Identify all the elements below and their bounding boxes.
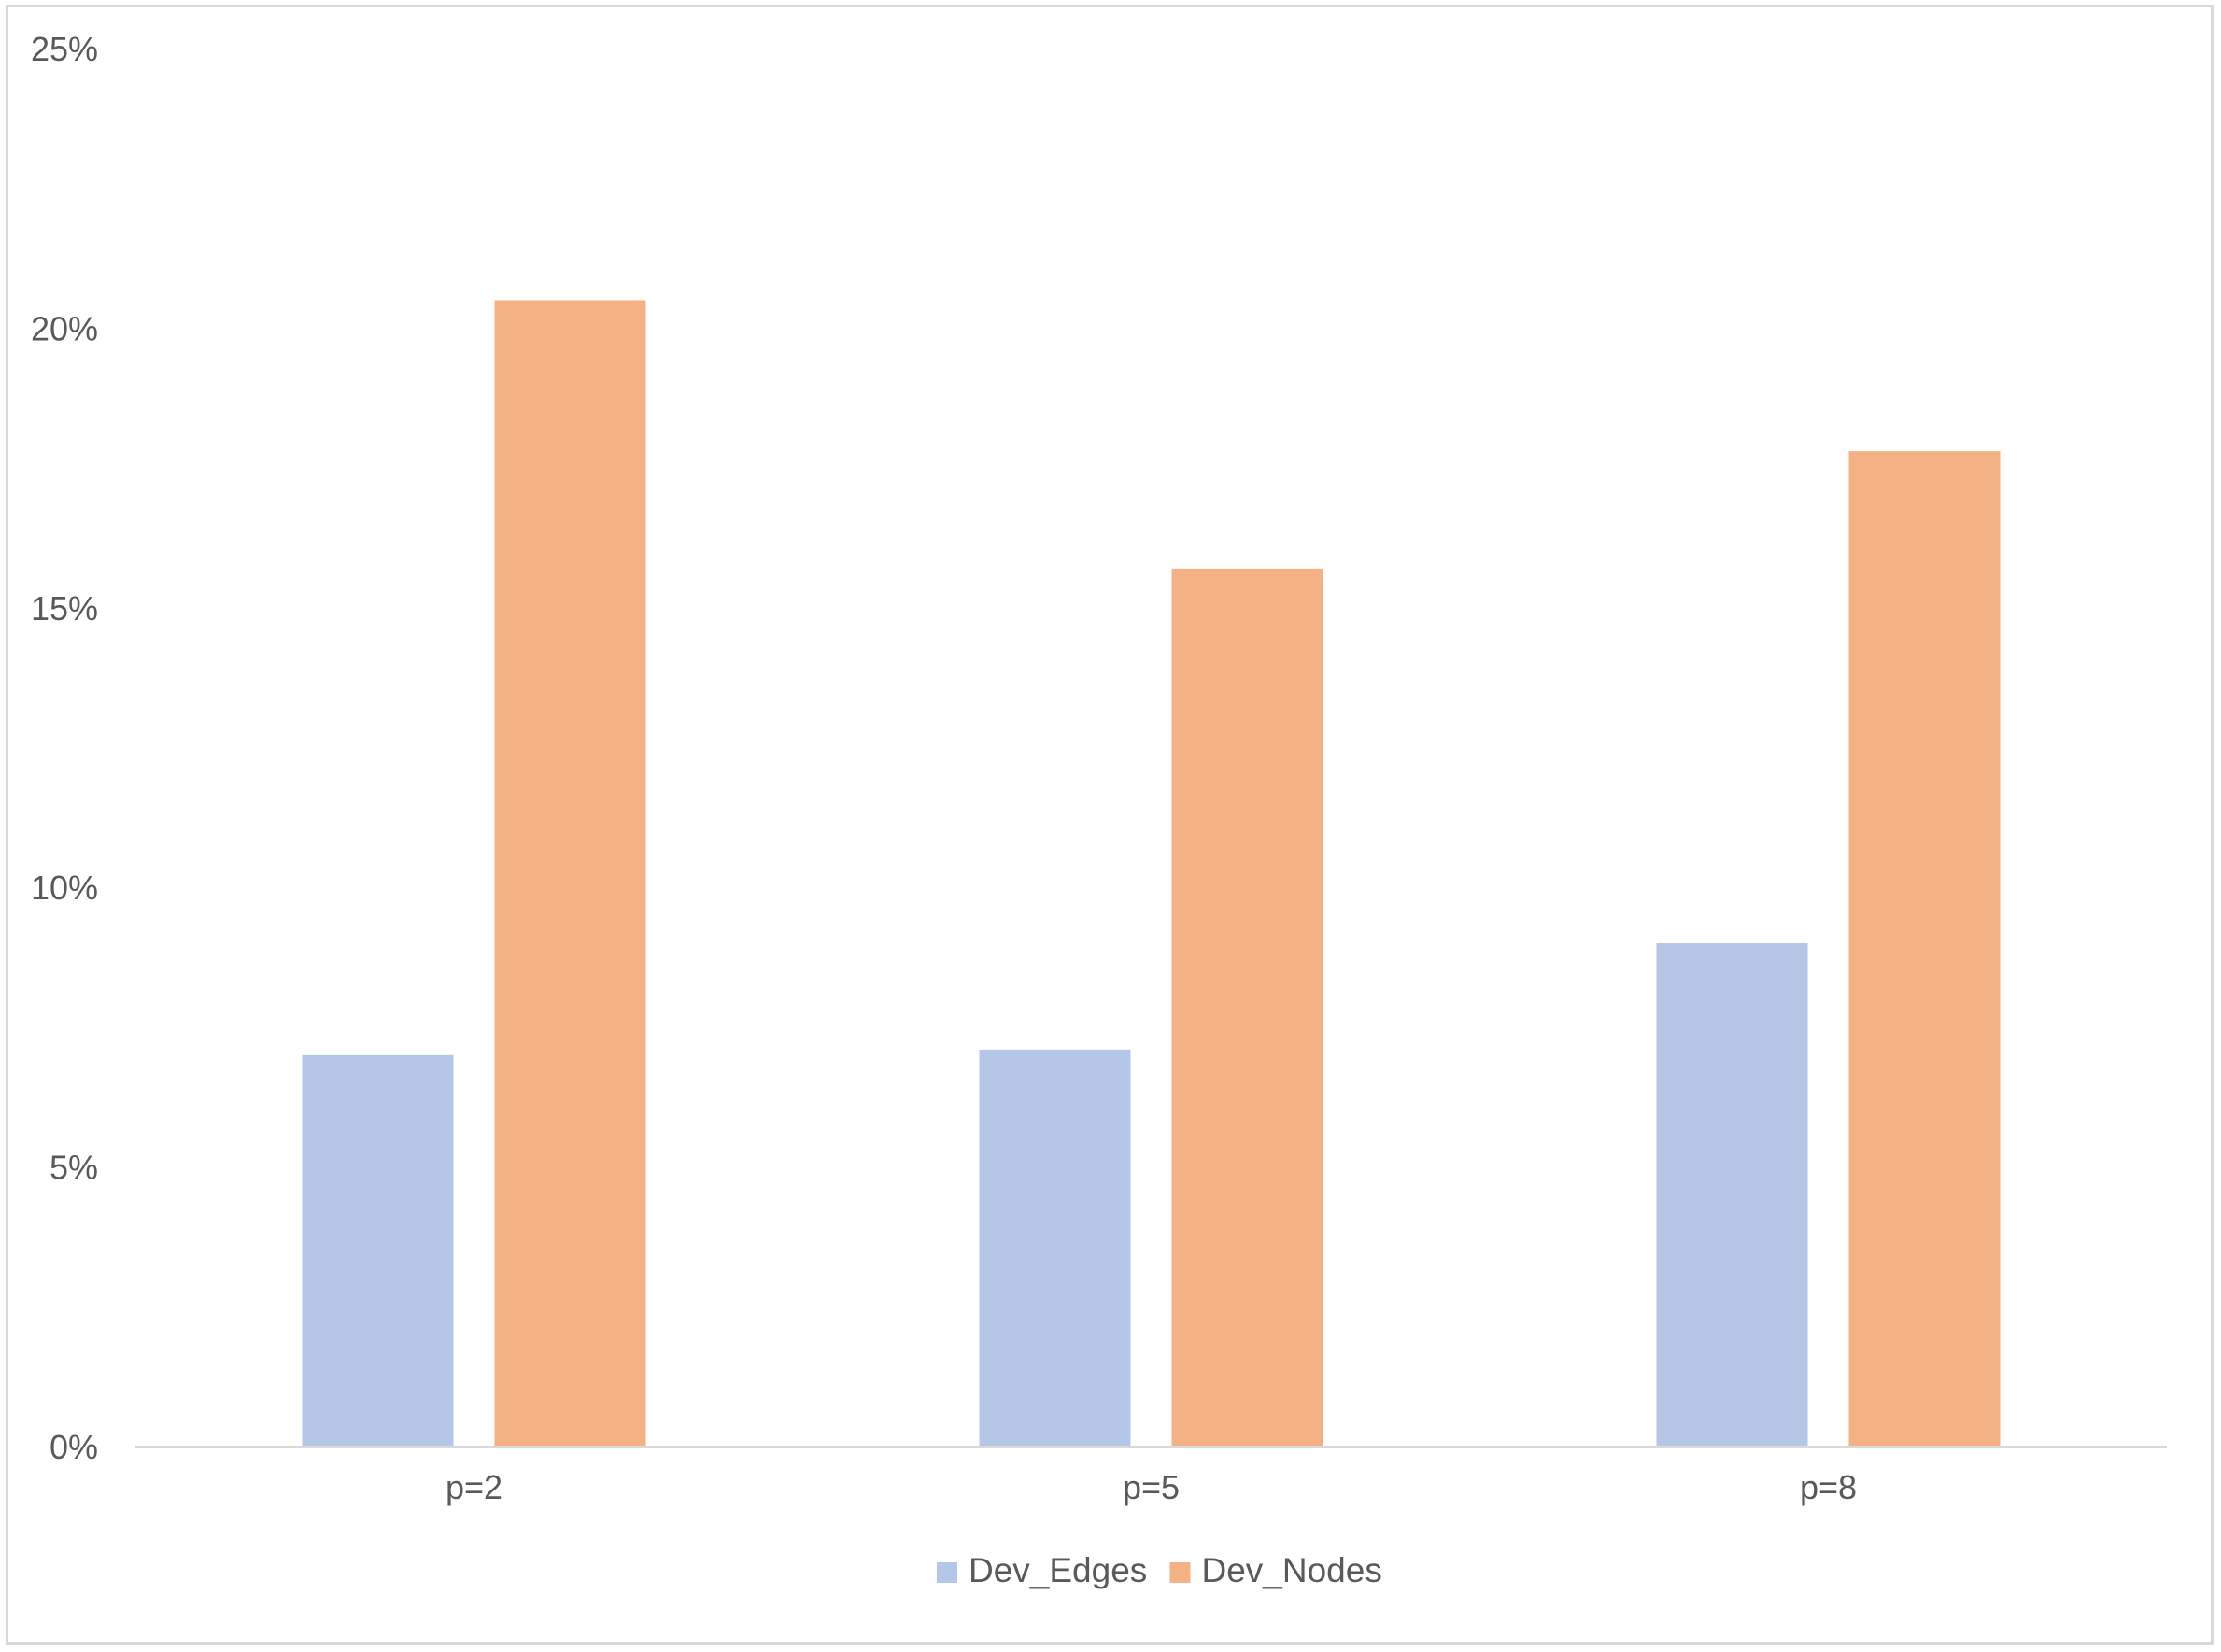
bar-dev-nodes-p8 (1848, 451, 2001, 1447)
bar-dev-edges-p8 (1656, 943, 1808, 1447)
legend-swatch (1169, 1562, 1191, 1583)
y-tick-label: 15% (31, 589, 98, 628)
x-axis-ticks: p=2 p=5 p=8 (446, 1468, 1857, 1506)
y-tick-label: 0% (50, 1428, 98, 1466)
legend-swatch (937, 1562, 957, 1583)
legend-item-dev-nodes: Dev_Nodes (1169, 1551, 1382, 1589)
y-tick-label: 20% (31, 309, 98, 347)
bar-dev-edges-p2 (302, 1054, 454, 1447)
x-tick-label: p=5 (1123, 1468, 1180, 1506)
y-tick-label: 25% (31, 30, 98, 68)
bar-dev-edges-p5 (979, 1049, 1131, 1447)
y-tick-label: 10% (31, 868, 98, 907)
legend-label: Dev_Edges (969, 1551, 1147, 1589)
legend-label: Dev_Nodes (1202, 1551, 1382, 1589)
bar-dev-nodes-p2 (494, 300, 646, 1447)
legend: Dev_Edges Dev_Nodes (937, 1551, 1382, 1589)
bar-dev-nodes-p5 (1171, 568, 1323, 1447)
y-axis-ticks: 0% 5% 10% 15% 20% 25% (31, 30, 98, 1466)
legend-item-dev-edges: Dev_Edges (937, 1551, 1147, 1589)
x-tick-label: p=2 (446, 1468, 502, 1506)
y-tick-label: 5% (50, 1149, 98, 1187)
x-tick-label: p=8 (1800, 1468, 1857, 1506)
bars (302, 300, 2001, 1447)
